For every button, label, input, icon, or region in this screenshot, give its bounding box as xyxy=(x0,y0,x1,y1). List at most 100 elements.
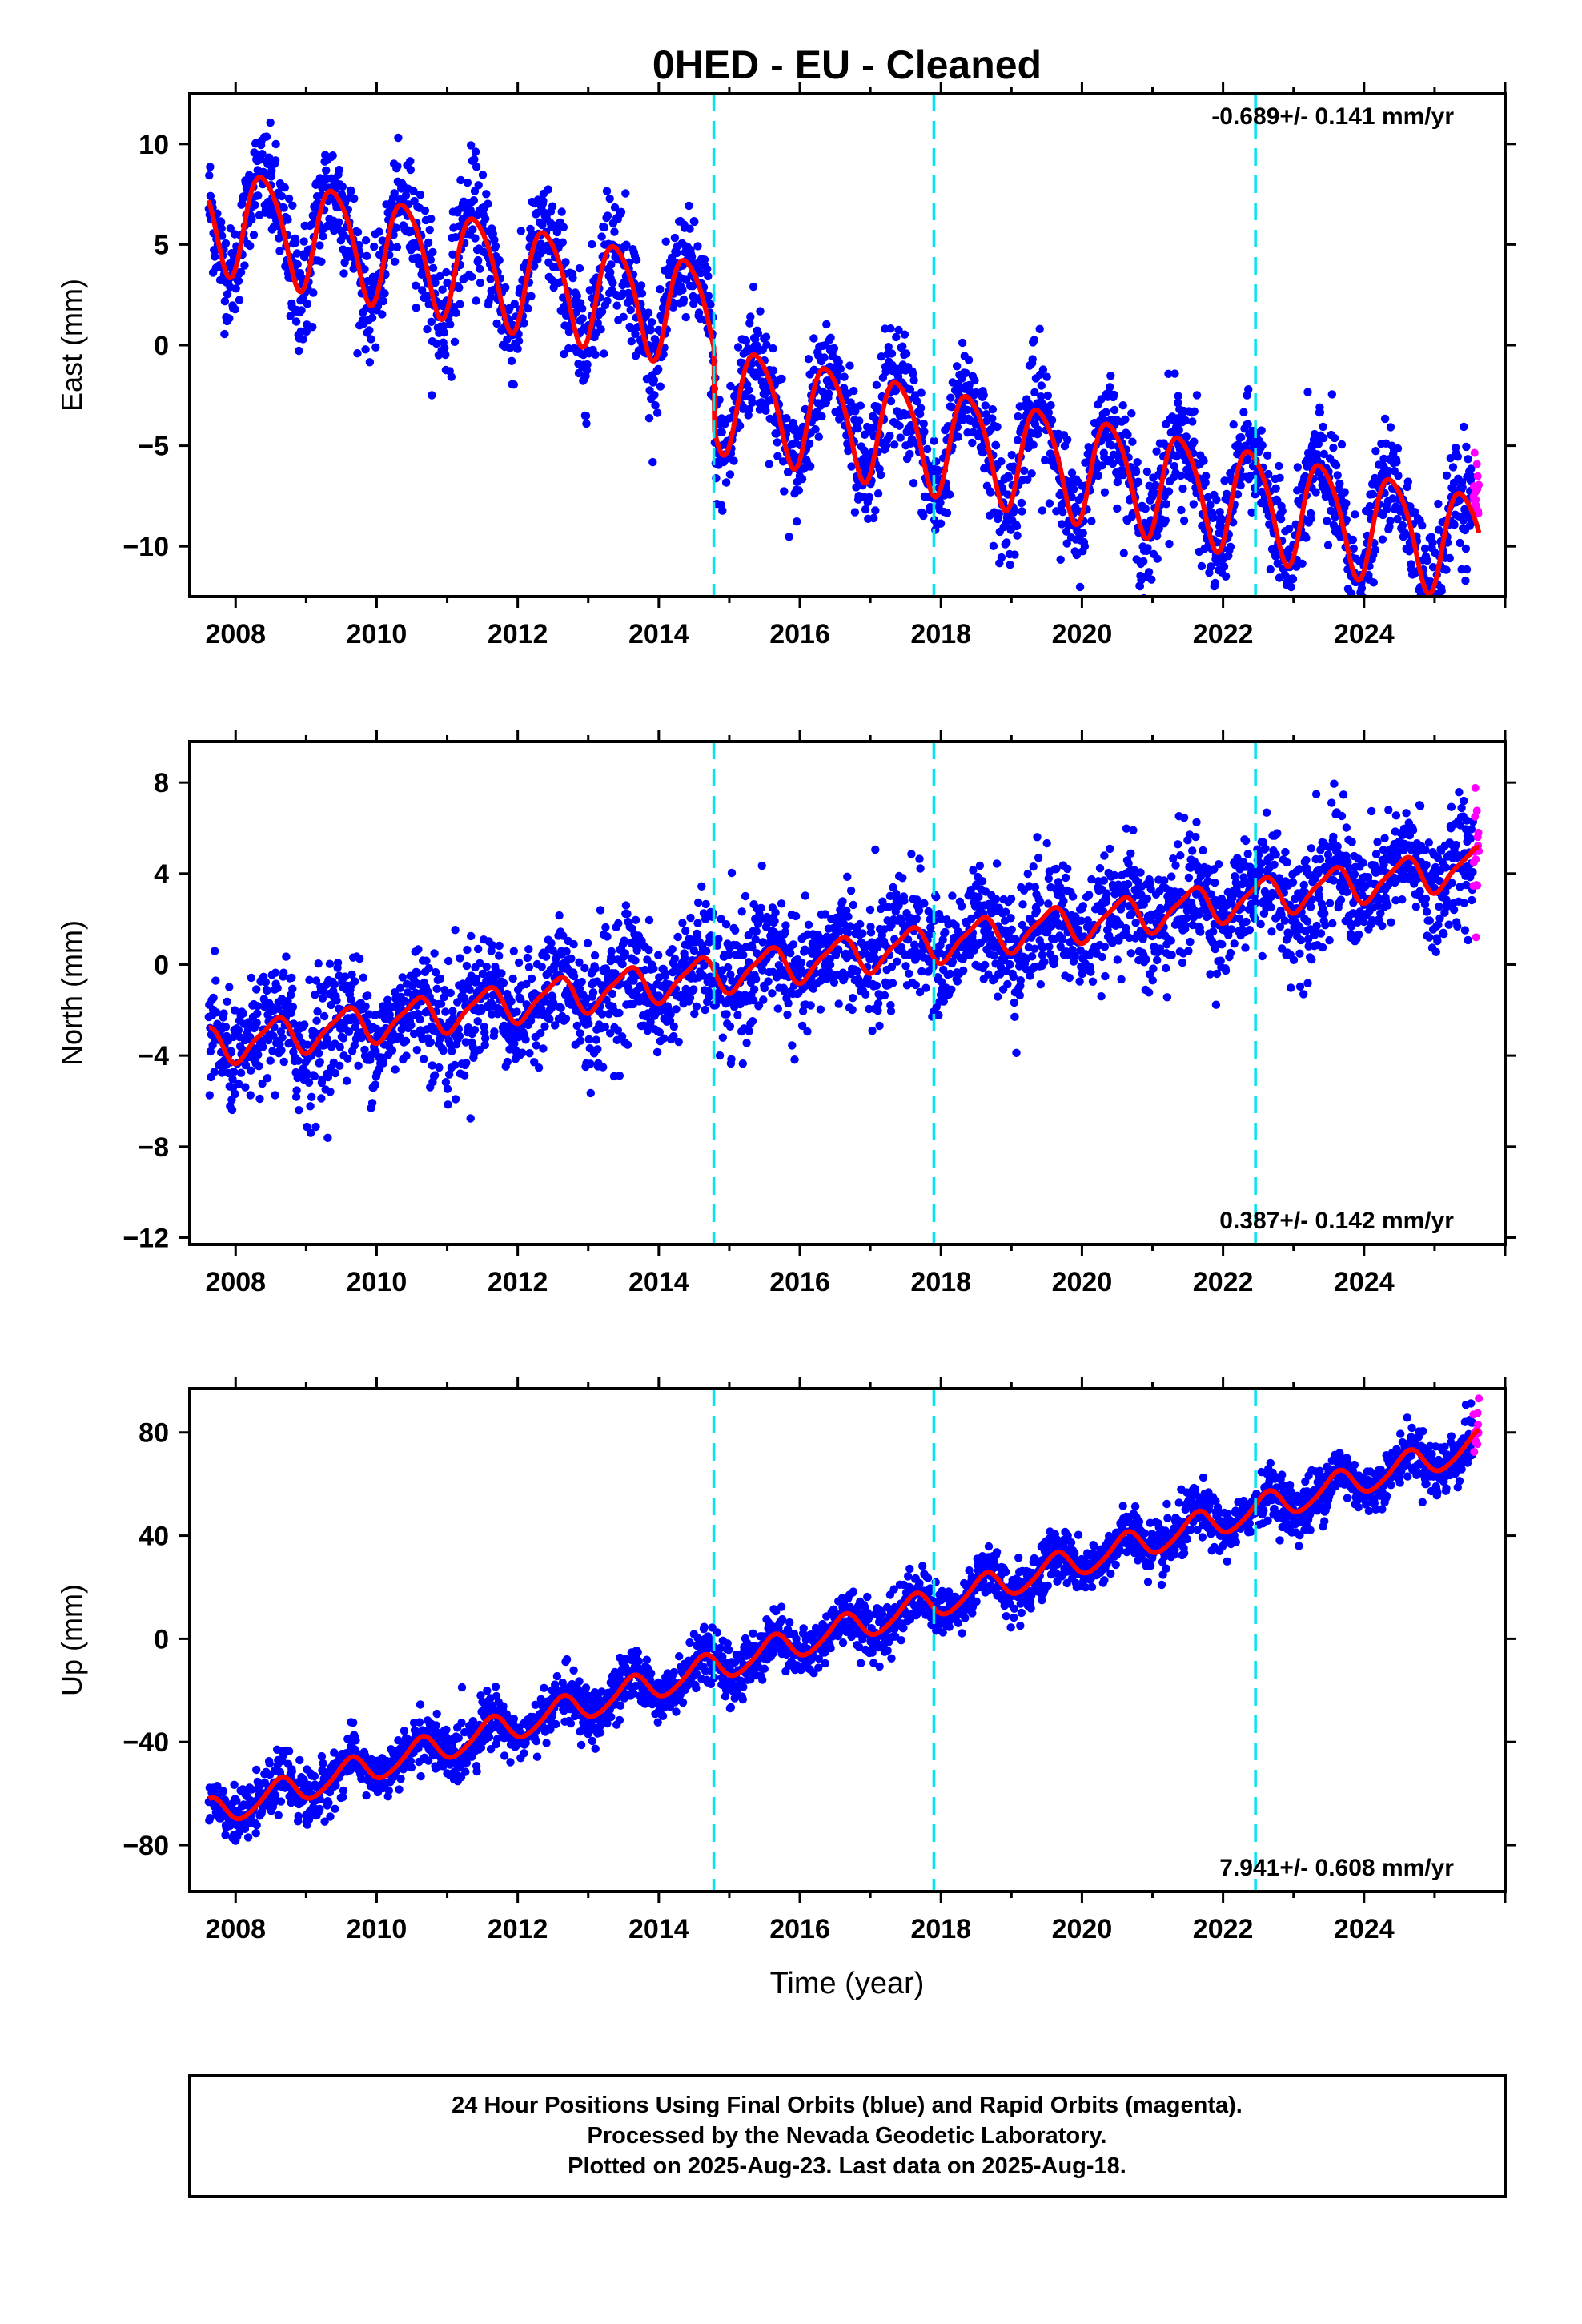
east-final-point xyxy=(1369,578,1379,587)
east-final-point xyxy=(456,175,465,185)
east-final-point xyxy=(602,187,612,195)
north-final-point xyxy=(514,958,524,967)
east-final-point xyxy=(1295,609,1303,617)
east-final-point xyxy=(1368,489,1377,499)
north-final-point xyxy=(562,947,571,956)
north-final-point xyxy=(306,1102,315,1111)
north-final-point xyxy=(786,949,795,958)
east-final-point xyxy=(656,382,665,391)
east-final-point xyxy=(1282,634,1290,642)
east-final-point xyxy=(1244,385,1253,394)
east-final-point xyxy=(745,385,753,395)
east-final-point xyxy=(936,519,946,528)
north-final-point xyxy=(644,945,653,955)
east-final-point xyxy=(1411,621,1419,629)
east-final-point xyxy=(1446,454,1456,463)
east-final-point xyxy=(1327,390,1337,399)
north-final-point xyxy=(263,986,271,995)
north-final-point xyxy=(614,919,623,928)
north-final-point xyxy=(714,935,723,943)
north-final-point xyxy=(235,1080,243,1089)
north-final-point xyxy=(263,1074,272,1083)
east-final-point xyxy=(1153,554,1162,563)
east-final-point xyxy=(741,336,751,345)
north-final-point xyxy=(481,1034,490,1043)
north-final-point xyxy=(631,915,640,925)
north-final-point xyxy=(391,1065,400,1074)
east-final-point xyxy=(1087,517,1096,525)
east-final-point xyxy=(578,304,587,313)
east-final-point xyxy=(890,440,899,449)
east-final-point xyxy=(1052,507,1061,516)
north-final-point xyxy=(335,1043,344,1051)
north-final-point xyxy=(697,882,706,891)
east-final-point xyxy=(1357,584,1367,593)
east-final-point xyxy=(539,196,548,206)
east-final-point xyxy=(651,400,660,410)
north-final-point xyxy=(724,963,733,972)
east-final-point xyxy=(1331,460,1341,470)
east-final-point xyxy=(788,449,797,458)
east-final-point xyxy=(286,312,295,320)
east-final-point xyxy=(338,183,347,191)
east-final-point xyxy=(908,369,917,378)
east-final-point xyxy=(236,267,246,277)
east-final-point xyxy=(328,151,337,160)
north-final-point xyxy=(527,974,536,983)
north-final-point xyxy=(834,999,843,1008)
east-final-point xyxy=(964,356,974,364)
east-final-point xyxy=(978,448,988,457)
east-final-point xyxy=(994,509,1004,518)
east-final-point xyxy=(1313,450,1322,459)
east-final-point xyxy=(648,457,657,467)
north-final-point xyxy=(915,854,924,863)
east-final-point xyxy=(375,227,383,236)
east-final-point xyxy=(986,488,995,497)
east-final-point xyxy=(968,438,977,448)
north-final-point xyxy=(239,1009,247,1018)
north-final-point xyxy=(539,1044,548,1053)
east-final-point xyxy=(558,238,567,247)
north-final-point xyxy=(541,952,551,961)
east-final-point xyxy=(447,372,456,381)
east-final-point xyxy=(824,389,833,398)
north-final-point xyxy=(586,1088,595,1098)
north-final-point xyxy=(596,906,605,915)
north-final-point xyxy=(431,967,440,977)
east-final-point xyxy=(1348,535,1358,545)
north-final-point xyxy=(465,985,474,995)
east-final-point xyxy=(440,321,448,331)
north-final-point xyxy=(659,1034,669,1043)
north-final-point xyxy=(327,1000,335,1010)
east-final-point xyxy=(353,349,362,358)
east-final-point xyxy=(1319,433,1328,443)
east-final-point xyxy=(1010,505,1019,514)
north-final-point xyxy=(948,891,957,900)
east-final-point xyxy=(520,319,528,328)
east-final-point xyxy=(339,269,348,278)
east-final-point xyxy=(1145,481,1154,490)
north-final-point xyxy=(476,959,484,968)
east-final-point xyxy=(516,284,524,293)
north-final-point xyxy=(790,1055,799,1064)
north-final-point xyxy=(661,971,669,980)
east-final-point xyxy=(1106,372,1115,380)
east-final-point xyxy=(905,449,914,459)
north-final-point xyxy=(784,999,793,1008)
north-final-point xyxy=(873,999,883,1008)
east-y-tick-label: 5 xyxy=(154,230,169,260)
east-final-point xyxy=(1406,502,1415,511)
east-final-point xyxy=(440,344,449,352)
east-final-point xyxy=(817,412,826,421)
north-final-point xyxy=(978,877,987,886)
east-final-point xyxy=(1037,381,1046,390)
north-final-point xyxy=(331,1068,340,1078)
east-final-point xyxy=(279,203,288,212)
east-final-point xyxy=(1007,451,1016,460)
north-final-point xyxy=(1023,869,1033,879)
east-final-point xyxy=(572,292,581,300)
east-final-point xyxy=(1237,433,1246,442)
north-final-point xyxy=(448,1047,456,1055)
east-final-point xyxy=(673,248,681,258)
east-final-point xyxy=(440,328,448,337)
